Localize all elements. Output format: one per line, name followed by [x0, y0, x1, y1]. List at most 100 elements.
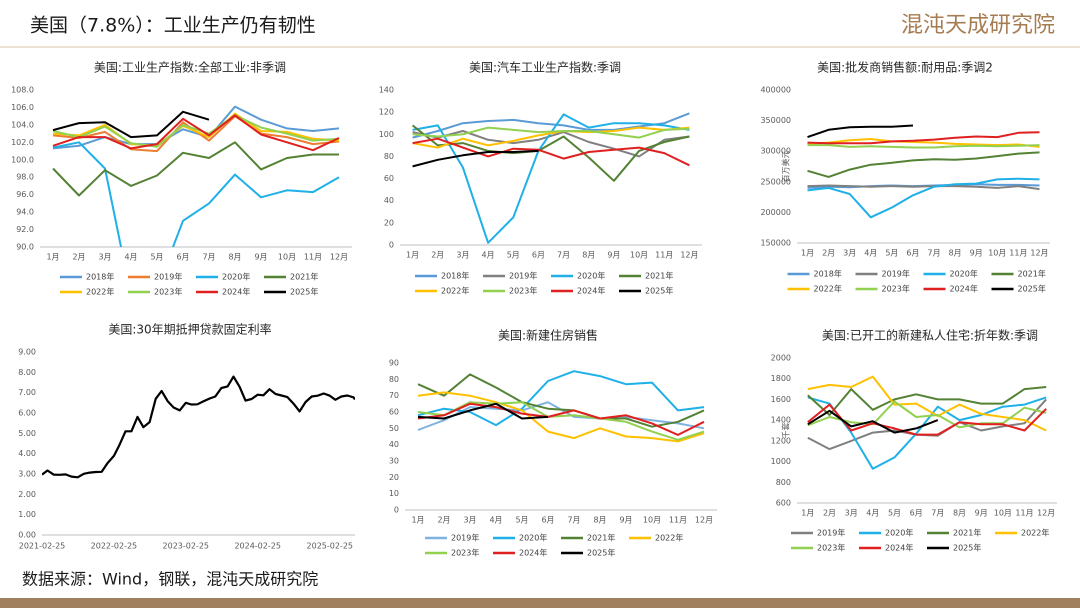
x-tick-label: 4月	[864, 249, 877, 258]
y-tick-label: 5.00	[18, 429, 36, 438]
legend-label: 2024年	[950, 284, 978, 294]
series-line	[417, 373, 705, 428]
series-line	[412, 130, 690, 158]
x-tick-label: 9月	[619, 516, 632, 525]
series-line	[417, 402, 705, 436]
legend-label: 2025年	[290, 287, 318, 297]
x-tick-label: 10月	[994, 509, 1012, 518]
legend-label: 2018年	[441, 271, 469, 281]
x-tick-label: 12月	[680, 251, 698, 260]
x-tick-label: 5月	[885, 249, 898, 258]
legend-label: 2018年	[814, 269, 842, 279]
legend-label: 2020年	[885, 528, 913, 538]
chart-title: 美国:批发商销售额:耐用品:季调2	[817, 60, 993, 75]
chart-title: 美国:新建住房销售	[498, 328, 598, 343]
legend-label: 2025年	[953, 543, 981, 553]
x-tick-label: 4月	[866, 509, 879, 518]
x-tick-label: 8月	[949, 249, 962, 258]
legend-label: 2021年	[1018, 269, 1046, 279]
series-line	[807, 151, 1040, 178]
series-line	[807, 400, 1047, 429]
y-tick-label: 10	[389, 489, 399, 498]
x-tick-label: 5月	[507, 251, 520, 260]
y-tick-label: 400000	[760, 86, 791, 95]
y-tick-label: 100.0	[11, 155, 34, 164]
chart-title: 美国:汽车工业生产指数:季调	[469, 60, 621, 75]
y-tick-label: 250000	[760, 177, 791, 186]
x-tick-label: 10月	[630, 251, 648, 260]
series-line	[807, 131, 1040, 145]
x-tick-label: 8月	[582, 251, 595, 260]
y-tick-label: 1200	[771, 436, 791, 445]
series-line	[412, 112, 690, 139]
series-line	[807, 375, 1047, 432]
x-tick-label: 7月	[202, 253, 215, 262]
legend-label: 2025年	[645, 286, 673, 296]
y-tick-label: 150000	[760, 239, 791, 248]
x-tick-label: 6月	[532, 251, 545, 260]
x-tick-label: 11月	[1009, 249, 1027, 258]
y-tick-label: 3.00	[18, 470, 36, 479]
series-line	[417, 401, 705, 441]
plot	[411, 112, 690, 244]
y-tick-label: 0	[394, 506, 399, 515]
legend-label: 2025年	[1018, 284, 1046, 294]
legend-label: 2022年	[86, 287, 114, 297]
x-tick-label: 9月	[254, 253, 267, 262]
x-tick-label: 2025-02-25	[307, 542, 354, 551]
x-tick-label: 5月	[515, 516, 528, 525]
series-line	[807, 396, 1047, 470]
x-tick-label: 8月	[953, 509, 966, 518]
y-tick-label: 1.00	[18, 510, 36, 519]
x-tick-label: 3月	[463, 516, 476, 525]
y-tick-label: 60	[384, 174, 394, 183]
y-tick-label: 2.00	[18, 490, 36, 499]
legend-label: 2024年	[519, 548, 547, 558]
y-tick-label: 96.0	[16, 190, 34, 199]
y-tick-label: 6.00	[18, 409, 36, 418]
y-tick-label: 70	[389, 391, 399, 400]
series-line	[52, 141, 340, 247]
x-tick-label: 12月	[695, 516, 713, 525]
legend-label: 2023年	[882, 284, 910, 294]
plot	[807, 124, 1040, 219]
x-tick-label: 7月	[557, 251, 570, 260]
logo: 混沌天成研究院	[901, 13, 1055, 38]
y-tick-label: 7.00	[18, 388, 36, 397]
y-tick-label: 50	[389, 424, 399, 433]
series-line	[52, 110, 210, 139]
series-line	[807, 386, 1047, 416]
series-line	[417, 391, 705, 443]
y-tick-label: 300000	[760, 147, 791, 156]
legend-label: 2023年	[451, 548, 479, 558]
legend-label: 2022年	[441, 286, 469, 296]
legend-label: 2019年	[509, 271, 537, 281]
legend-label: 2022年	[1021, 528, 1049, 538]
series-line	[52, 114, 340, 148]
x-tick-label: 1月	[411, 516, 424, 525]
plot	[42, 375, 355, 479]
x-tick-label: 6月	[906, 249, 919, 258]
legend-label: 2023年	[509, 286, 537, 296]
x-tick-label: 12月	[1030, 249, 1048, 258]
legend-label: 2023年	[817, 543, 845, 553]
legend-label: 2024年	[885, 543, 913, 553]
y-tick-label: 1600	[771, 395, 791, 404]
x-tick-label: 4月	[489, 516, 502, 525]
x-tick-label: 3月	[98, 253, 111, 262]
legend-label: 2020年	[577, 271, 605, 281]
x-tick-label: 2022-02-25	[91, 542, 138, 551]
y-tick-label: 92.0	[16, 225, 34, 234]
y-tick-label: 9.00	[18, 348, 36, 357]
x-tick-label: 5月	[150, 253, 163, 262]
x-tick-label: 2月	[823, 509, 836, 518]
chart-title: 美国:已开工的新建私人住宅:折年数:季调	[822, 328, 1038, 343]
series-line	[412, 149, 539, 168]
series-line	[807, 138, 1040, 148]
x-tick-label: 2月	[72, 253, 85, 262]
legend-label: 2021年	[587, 533, 615, 543]
y-tick-label: 40	[389, 440, 399, 449]
y-tick-label: 140	[379, 86, 394, 95]
x-tick-label: 1月	[406, 251, 419, 260]
